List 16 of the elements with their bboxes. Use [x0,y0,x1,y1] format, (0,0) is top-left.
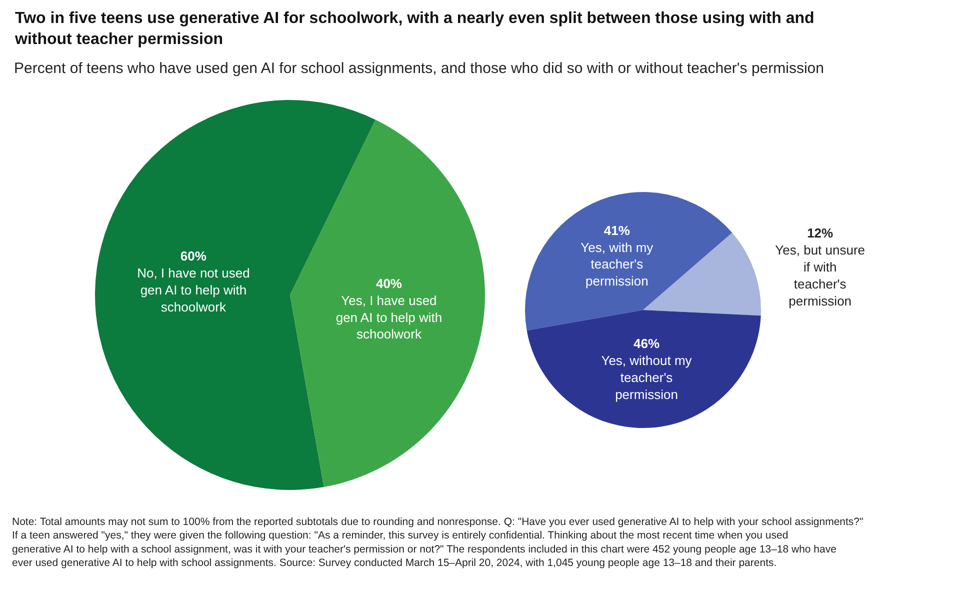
data-label: 40% [376,276,402,292]
pie-slice [290,120,485,488]
slice-label: Yes, without my teacher's permission [601,353,692,402]
chart-title: Two in five teens use generative AI for schoolwork, with a nearly even split between those using with and without teacher permission [14,10,814,48]
pie-slice [525,192,732,330]
slice-label: No, I have not used gen AI to help with schoolwork [137,265,250,314]
text: Note: Total amounts may not sum to 100% from the reported subtotals due to rounding and nonresponse. Q: "Have you ever used generative AI to help with your school assignments?" If a teen answered "yes," they were given the following question: "As a reminder, this survey is entirely confidential. Thinking about the most recent time when you used generative AI to help with a school assignment, was it with your teacher's permission or not?" The respondents included in this chart were 452 young people age 13–18 who have ever used generative AI to help with school assignments. Source: Survey conducted March 15–April 20, 2024, with 1,045 young people age 13–18 and their parents. [12,516,864,569]
data-label: 12% [807,226,834,241]
data-label: 60% [180,248,207,264]
slice-label: Yes, I have used gen AI to help with schoolwork [336,292,442,342]
chart-subtitle: Percent of teens who have used gen AI for school assignments, and those who did so with or without teacher's permission [14,60,824,77]
data-label: 41% [604,222,630,238]
slice-label: Yes, with my teacher's permission [580,240,654,289]
pie-slice [526,310,761,428]
data-label: 46% [633,336,660,352]
slice-label: Yes, but unsure if with teacher's permission [775,242,866,308]
